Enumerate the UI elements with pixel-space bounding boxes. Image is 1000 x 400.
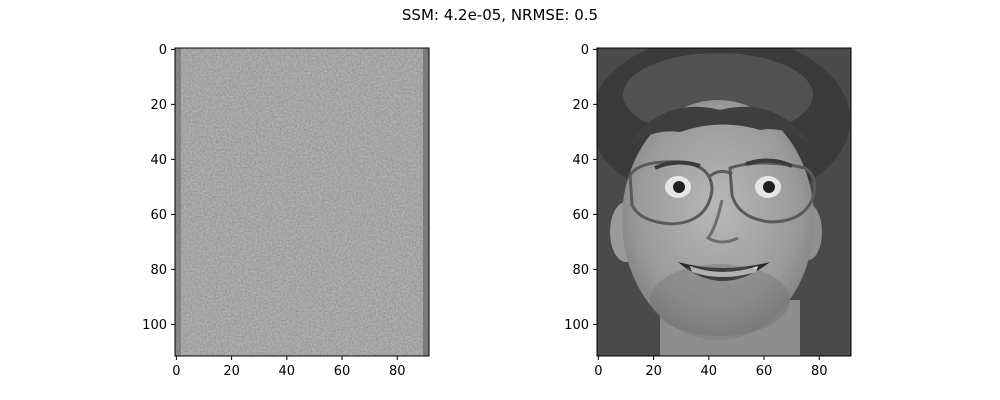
- left-ytick-label: 0: [159, 43, 167, 58]
- face-fringe: [625, 106, 815, 150]
- right-ytick-label: 100: [564, 318, 589, 333]
- face-mouth: [678, 262, 770, 281]
- left-ytick-label: 80: [150, 263, 167, 278]
- right-xtick-label: 80: [811, 364, 828, 379]
- figure-suptitle: SSM: 4.2e-05, NRMSE: 0.5: [402, 6, 598, 24]
- right-image: [597, 48, 851, 356]
- face-right-pupil: [763, 181, 775, 193]
- left-image-right-edge: [423, 48, 429, 356]
- left-ytick-label: 40: [150, 153, 167, 168]
- left-xtick-label: 40: [279, 364, 296, 379]
- left-image-left-edge: [175, 48, 181, 356]
- left-panel: 0 20 40 60 80 0 20 40 60 80 100: [142, 43, 430, 379]
- right-ytick-label: 80: [572, 263, 589, 278]
- right-ytick-label: 0: [581, 43, 589, 58]
- right-ytick-label: 20: [572, 98, 589, 113]
- face-glasses: [628, 160, 817, 226]
- right-xtick-label: 40: [701, 364, 718, 379]
- left-axes-frame: [174, 47, 430, 357]
- left-axes-ticks: 0 20 40 60 80 0 20 40 60 80 100: [142, 43, 405, 379]
- left-ytick-label: 60: [150, 208, 167, 223]
- right-axes-ticks: 0 20 40 60 80 0 20 40 60 80 100: [564, 43, 827, 379]
- face-stubble: [650, 264, 790, 336]
- right-ytick-label: 60: [572, 208, 589, 223]
- left-xtick-label: 80: [389, 364, 406, 379]
- left-ytick-label: 100: [142, 318, 167, 333]
- left-image-speckle: [175, 48, 429, 356]
- face-left-pupil: [673, 181, 685, 193]
- left-xtick-label: 20: [223, 364, 240, 379]
- left-image: [175, 48, 429, 356]
- right-ytick-label: 40: [572, 153, 589, 168]
- right-axes-frame: [596, 47, 852, 357]
- face-nose: [705, 199, 739, 244]
- left-xtick-label: 60: [334, 364, 351, 379]
- left-ytick-label: 20: [150, 98, 167, 113]
- right-xtick-label: 0: [594, 364, 602, 379]
- left-xtick-label: 0: [172, 364, 180, 379]
- right-panel: 0 20 40 60 80 0 20 40 60 80 100: [564, 43, 852, 379]
- face-left-eyebrow: [654, 160, 701, 170]
- right-xtick-label: 60: [756, 364, 773, 379]
- right-xtick-label: 20: [645, 364, 662, 379]
- face-teeth: [690, 266, 758, 277]
- face-right-eyebrow: [745, 158, 793, 168]
